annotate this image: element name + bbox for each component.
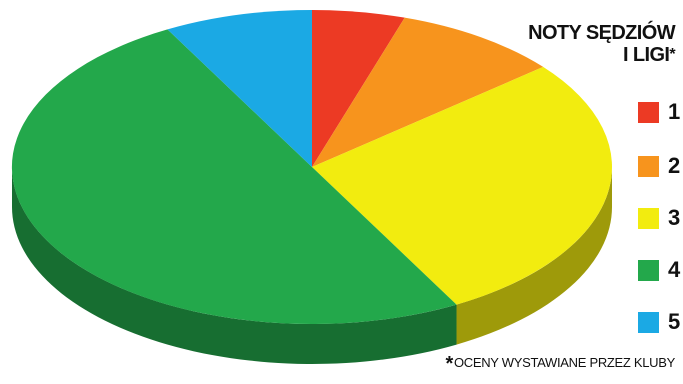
legend-label-1: 1 [668, 99, 681, 124]
pie-slice-1 [312, 10, 405, 167]
footnote-text: OCENY WYSTAWIANE PRZEZ KLUBY [453, 355, 675, 370]
pie-slice-3 [312, 66, 612, 305]
legend-title-marker: * [669, 46, 675, 63]
legend-swatch-3 [638, 208, 659, 229]
pie-slice-5 [167, 10, 312, 167]
legend-title-line1: NOTY SĘDZIÓW [528, 22, 675, 44]
legend-label-4: 4 [668, 257, 681, 282]
legend-label-2: 2 [668, 153, 681, 178]
legend-swatch-4 [638, 260, 659, 281]
footnote: *OCENY WYSTAWIANE PRZEZ KLUBY [445, 353, 675, 376]
pie-side-4 [12, 167, 457, 365]
legend-title-line2: I LIGI [622, 44, 670, 66]
legend-label-3: 3 [668, 205, 681, 230]
legend-label-5: 5 [668, 309, 681, 334]
legend-title: NOTY SĘDZIÓW I LIGI* [515, 22, 675, 66]
legend-swatch-2 [638, 156, 659, 177]
pie-side-3 [456, 167, 612, 345]
pie-slice-4 [11, 29, 457, 325]
legend-swatch-5 [638, 312, 659, 333]
footnote-marker: * [445, 353, 453, 375]
legend-swatch-1 [638, 102, 659, 123]
pie-slice-2 [312, 17, 544, 167]
